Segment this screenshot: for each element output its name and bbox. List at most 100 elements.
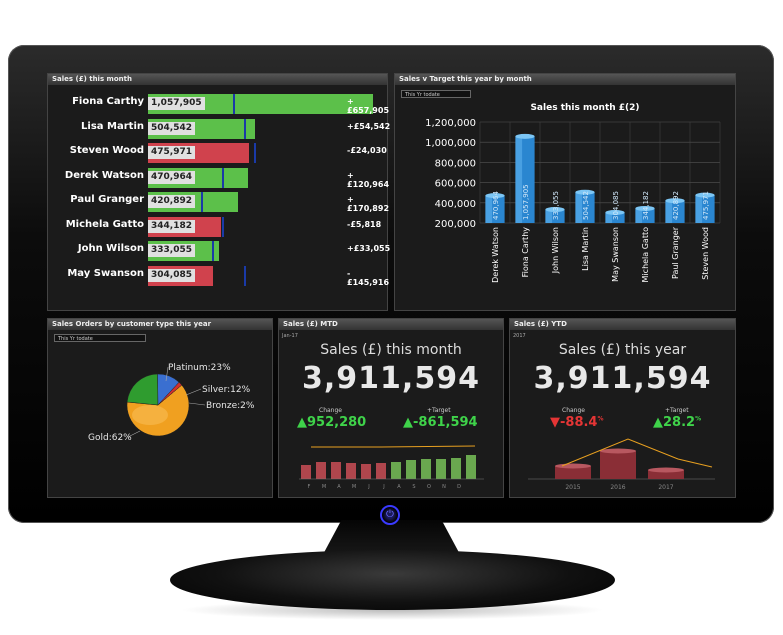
month-label: A — [337, 484, 341, 490]
category-label: Michela Gatto — [641, 227, 650, 283]
sales-value: 470,964 — [148, 170, 195, 184]
month-label: A — [397, 484, 401, 490]
period-select[interactable]: This Yr todate — [401, 90, 471, 98]
orders-pie-chart: Platinum:23% Silver:12% Bronze:2% Gold:62% — [88, 363, 255, 443]
sales-row[interactable]: Steven Wood 475,971 -£24,030 — [52, 140, 392, 164]
change-number: -88.4 — [560, 415, 598, 430]
target-marker — [243, 118, 246, 139]
pie-leader-line — [188, 402, 206, 406]
bar-highlight — [605, 212, 613, 223]
bar — [605, 212, 625, 223]
pie-label: Platinum:23% — [168, 363, 231, 373]
bar-highlight — [575, 192, 583, 223]
sales-row[interactable]: Michela Gatto 344,182 -£5,818 — [52, 214, 392, 238]
sales-row[interactable]: Lisa Martin 504,542 +£54,542 — [52, 116, 392, 140]
month-label: J — [367, 484, 369, 490]
mtd-bar — [301, 465, 311, 479]
salesperson-name: Fiona Carthy — [72, 96, 144, 107]
chart-title: Sales this month £(2) — [530, 103, 639, 113]
category-label: Fiona Carthy — [521, 227, 530, 278]
power-button[interactable]: ⏻ — [380, 505, 400, 525]
pie-shine — [132, 405, 168, 425]
target-marker — [222, 216, 225, 237]
target-label: +Target — [665, 407, 689, 414]
orders-panel: Sales Orders by customer type this year … — [47, 318, 273, 498]
mtd-bar — [346, 463, 356, 479]
target-marker — [254, 143, 257, 163]
data-label: 1,057,905 — [522, 184, 530, 220]
pie-label: Silver:12% — [202, 385, 251, 395]
ytd-bar — [648, 470, 684, 479]
mtd-panel: Sales (£) MTD Jan-17 Sales (£) this mont… — [278, 318, 504, 498]
month-label: N — [442, 484, 446, 490]
bar-highlight — [635, 208, 643, 223]
target-diff: +£33,055 — [347, 244, 391, 253]
target-marker — [201, 192, 204, 212]
sales-row[interactable]: Fiona Carthy 1,057,905 +£657,905 — [52, 91, 392, 115]
sales-row[interactable]: Derek Watson 470,964 +£120,964 — [52, 165, 392, 189]
target-marker — [233, 94, 236, 114]
mtd-bar — [331, 462, 341, 479]
pie-label: Gold:62% — [88, 433, 132, 443]
category-label: Steven Wood — [701, 227, 710, 280]
data-label: 333,055 — [552, 191, 560, 220]
data-label: 504,542 — [582, 191, 590, 220]
pie-slice — [126, 384, 190, 437]
bar-cap — [635, 205, 655, 211]
salesperson-name: Michela Gatto — [65, 218, 144, 230]
target-marker — [222, 167, 225, 188]
month-label: O — [427, 484, 431, 490]
data-label: 420,892 — [672, 191, 680, 220]
period-select[interactable]: This Yr todate — [54, 334, 146, 342]
pie-leader-line — [185, 388, 202, 396]
bar-highlight — [695, 195, 703, 223]
y-tick-label: 200,000 — [435, 219, 476, 230]
salesperson-name: John Wilson — [77, 243, 144, 254]
sales-row[interactable]: May Swanson 304,085 -£145,916 — [52, 263, 392, 287]
bar-highlight — [485, 195, 493, 223]
target-diff: -£5,818 — [347, 219, 382, 229]
mtd-bar — [436, 459, 446, 479]
power-icon: ⏻ — [386, 509, 394, 520]
sales-value: 344,182 — [148, 219, 195, 233]
sales-row[interactable]: Paul Granger 420,892 +£170,892 — [52, 189, 392, 213]
pie-leader-line — [127, 430, 141, 438]
sales-month-panel: Sales (£) this month Fiona Carthy 1,057,9… — [47, 73, 390, 311]
sales-row[interactable]: John Wilson 333,055 +£33,055 — [52, 238, 392, 262]
bar-cap — [485, 193, 505, 199]
mtd-bar — [406, 460, 416, 479]
target-value: ▲-861,594 — [403, 415, 478, 430]
sales-value: 333,055 — [148, 244, 195, 257]
panel-title: Sales (£) MTD — [279, 319, 503, 330]
target-value: ▲28.2% — [653, 415, 702, 430]
bar-highlight — [515, 136, 523, 223]
change-number: 952,280 — [307, 415, 367, 430]
target-line — [311, 445, 476, 448]
trend-line — [561, 438, 713, 468]
salesperson-name: May Swanson — [67, 267, 144, 279]
salesperson-name: Derek Watson — [64, 169, 144, 181]
pie-label: Bronze:2% — [206, 401, 255, 411]
change-value: ▲952,280 — [297, 415, 367, 430]
data-label: 475,971 — [702, 191, 710, 220]
bar-highlight — [665, 200, 673, 223]
target-diff: -£24,030 — [347, 146, 387, 155]
period-label: Jan-17 — [282, 333, 298, 339]
ytd-bar-cap — [555, 463, 591, 469]
mtd-bar — [391, 462, 401, 479]
mtd-bar — [376, 463, 386, 479]
ytd-bar — [600, 451, 636, 479]
sales-target-panel: Sales v Target this year by month This Y… — [394, 73, 736, 311]
data-label: 304,085 — [612, 191, 620, 220]
ytd-bar-cap — [600, 448, 636, 454]
bar-cap — [575, 189, 595, 195]
month-label: S — [412, 484, 415, 490]
change-label: Change — [319, 407, 342, 414]
target-diff: -£145,916 — [347, 268, 390, 287]
mtd-bar — [466, 455, 476, 479]
data-label: 470,964 — [492, 191, 500, 220]
panel-title: Sales (£) YTD — [510, 319, 735, 330]
month-label: F — [308, 484, 311, 490]
sales-value: 1,057,905 — [148, 97, 205, 110]
